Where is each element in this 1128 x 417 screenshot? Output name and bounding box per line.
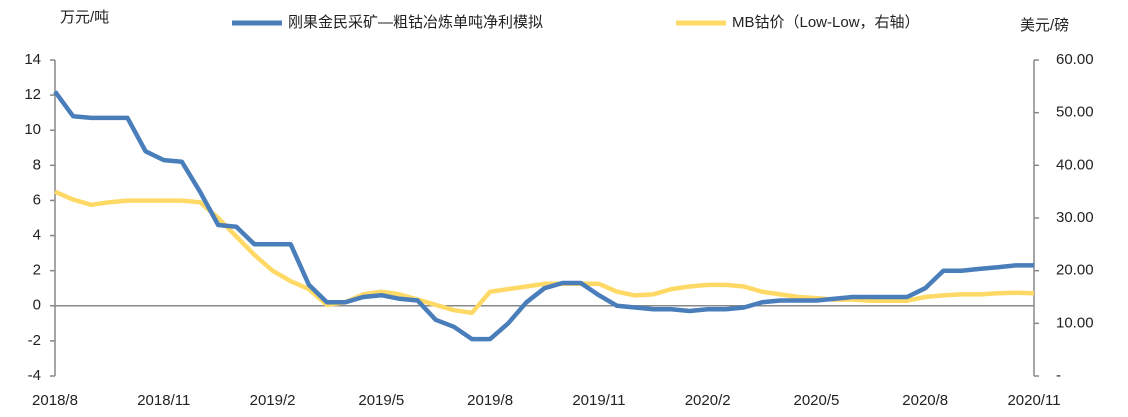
x-tick-label: 2018/8	[32, 392, 78, 409]
x-tick-label: 2019/2	[250, 392, 296, 409]
y2-tick-label: 30.00	[1056, 209, 1094, 226]
x-tick-label: 2020/2	[685, 392, 731, 409]
line-series	[53, 90, 1034, 342]
y2-axis-unit: 美元/磅	[1020, 17, 1069, 34]
x-tick-label: 2020/5	[793, 392, 839, 409]
y2-tick-label: 20.00	[1056, 262, 1094, 279]
y-tick-label: 0	[33, 297, 41, 314]
y-tick-label: 4	[33, 227, 41, 244]
y-tick-label: 8	[33, 156, 41, 173]
y-axis-unit: 万元/吨	[60, 9, 109, 26]
y-tick-label: -2	[28, 332, 41, 349]
y2-tick-label: -	[1056, 367, 1061, 384]
x-tick-label: 2018/11	[137, 392, 190, 409]
y2-tick-label: 50.00	[1056, 104, 1094, 121]
x-tick-label: 2019/11	[572, 392, 625, 409]
x-tick-label: 2020/8	[902, 392, 948, 409]
legend-label: MB钴价（Low-Low，右轴）	[732, 14, 920, 31]
x-tick-label: 2020/11	[1007, 392, 1060, 409]
y-tick-label: 6	[33, 191, 41, 208]
x-tick-label: 2019/8	[467, 392, 513, 409]
y-tick-label: 2	[33, 262, 41, 279]
y-tick-label: 10	[24, 121, 41, 138]
y-tick-label: 12	[24, 86, 41, 103]
x-tick-label: 2019/5	[358, 392, 404, 409]
line-series	[54, 189, 1035, 316]
y2-tick-label: 10.00	[1056, 314, 1094, 331]
y-tick-label: 14	[24, 51, 41, 68]
legend-label: 刚果金民采矿—粗钴冶炼单吨净利模拟	[288, 14, 543, 31]
y2-tick-label: 40.00	[1056, 156, 1094, 173]
y-tick-label: -4	[28, 367, 41, 384]
y2-tick-label: 60.00	[1056, 51, 1094, 68]
